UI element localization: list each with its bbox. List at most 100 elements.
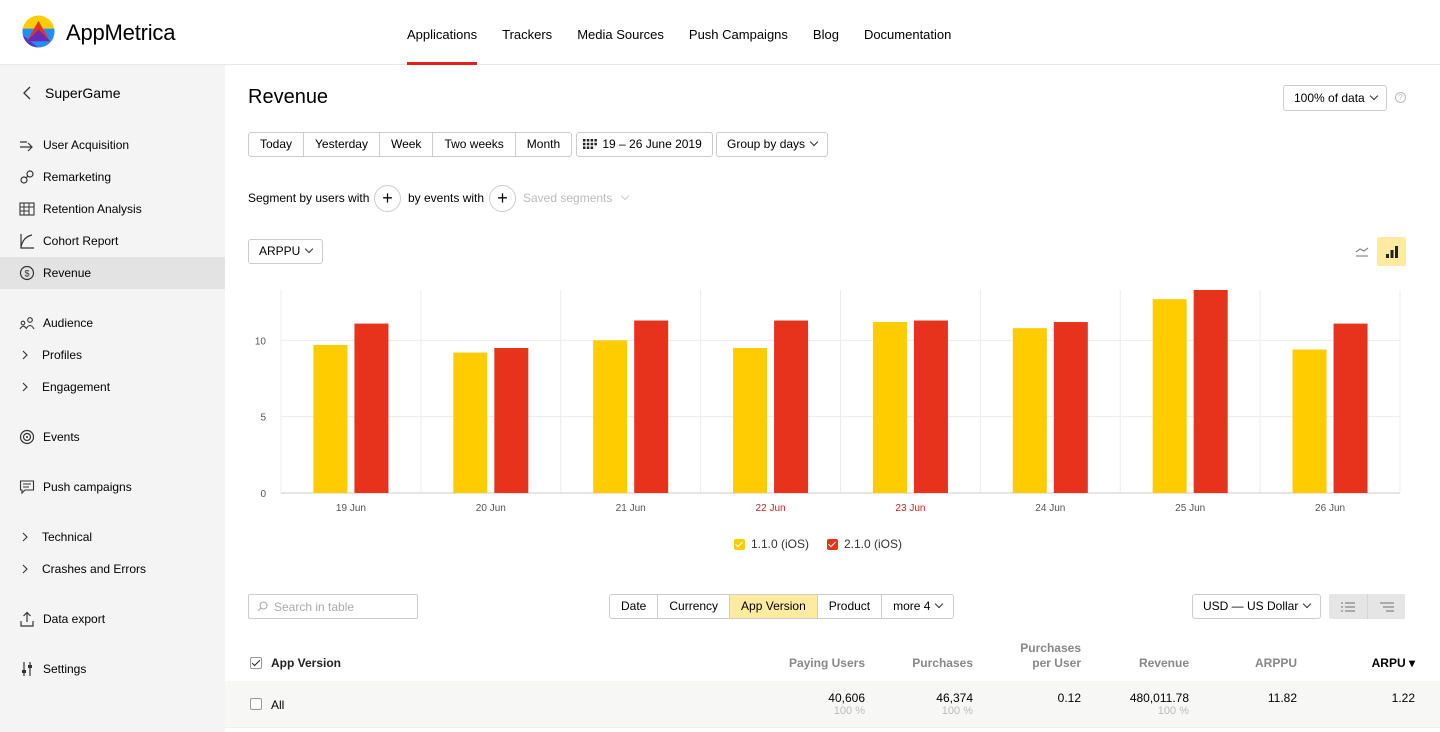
help-icon[interactable]: ? [1395,92,1406,103]
legend-item-series-2[interactable]: 2.1.0 (iOS) [827,537,902,551]
sidebar-item-remarketing[interactable]: Remarketing [0,161,225,193]
app-back-link[interactable]: SuperGame [18,83,120,103]
sidebar-item-events[interactable]: Events [0,421,225,453]
date-range-picker[interactable]: 19 – 26 June 2019 [576,132,713,157]
header-line: Purchases [1020,641,1081,655]
segment-users-label: Segment by users with [248,191,370,205]
bar-1 [1152,299,1187,493]
upload-icon [18,611,36,627]
column-header-purchases[interactable]: Purchases [912,656,973,670]
currency-dropdown[interactable]: USD — US Dollar [1192,594,1322,619]
cell-paying-users: 40,606 [828,691,865,705]
y-tick-label: 0 [260,489,266,500]
nav-applications[interactable]: Applications [396,0,488,65]
sidebar-item-cohort-report[interactable]: Cohort Report [0,225,225,257]
period-two-weeks[interactable]: Two weeks [433,133,516,156]
sidebar-item-engagement[interactable]: Engagement [0,371,225,403]
sliders-icon [18,661,36,677]
select-all-checkbox[interactable] [250,657,262,669]
bar-chart-toggle[interactable] [1377,237,1406,266]
sidebar-item-user-acquisition[interactable]: User Acquisition [0,129,225,161]
sidebar-item-settings[interactable]: Settings [0,653,225,685]
appmetrica-logo-icon[interactable] [22,15,55,48]
link-icon [18,169,36,185]
sidebar-item-technical[interactable]: Technical [0,521,225,553]
nav-media-sources[interactable]: Media Sources [577,27,664,42]
chevron-down-icon [809,137,819,147]
sidebar-item-label: Engagement [42,380,111,394]
dimension-date[interactable]: Date [610,595,659,618]
legend-item-series-1[interactable]: 1.1.0 (iOS) [734,537,809,551]
metric-dropdown[interactable]: ARPPU [248,239,324,264]
column-header-arpu[interactable]: ARPU ▾ [1371,656,1415,670]
row-checkbox[interactable] [250,698,262,710]
sidebar-item-push-campaigns[interactable]: Push campaigns [0,471,225,503]
period-month[interactable]: Month [526,137,561,151]
dimension-selector: Date Currency App Version Product more 4 [609,594,955,619]
bar-2 [1053,322,1088,493]
segment-events-label: by events with [408,191,485,205]
sidebar-item-label: Retention Analysis [43,202,142,216]
sidebar-item-label: Events [43,430,80,444]
table-search [248,594,418,619]
sidebar-item-label: Audience [43,316,94,330]
app-name: SuperGame [45,85,121,101]
data-sample-dropdown[interactable]: 100% of data [1283,85,1387,111]
nav-documentation[interactable]: Documentation [863,27,952,42]
dimension-currency[interactable]: Currency [658,595,731,618]
nav-push-campaigns[interactable]: Push Campaigns [688,27,788,42]
dollar-circle-icon: $ [18,265,36,281]
chevron-down-icon [621,191,630,201]
brand-name[interactable]: AppMetrica [66,20,176,45]
dimension-product[interactable]: Product [818,595,883,618]
sidebar-item-revenue[interactable]: $ Revenue [0,257,225,289]
bar-1 [1012,328,1047,493]
sidebar-item-data-export[interactable]: Data export [0,603,225,635]
column-header-purchases-per-user[interactable]: Purchases per User [1020,641,1081,671]
search-input[interactable] [274,599,414,614]
cell-purchases: 46,374 [936,691,973,705]
line-chart-toggle[interactable] [1347,237,1376,266]
cell-purchases-pct: 100 % [941,705,973,717]
table-row[interactable] [225,681,1440,728]
sidebar-item-audience[interactable]: Audience [0,307,225,339]
top-bar: AppMetrica Applications Trackers Media S… [0,0,1440,65]
add-event-segment-button[interactable]: + [489,185,516,212]
tree-list-icon [1379,601,1394,612]
cell-revenue: 480,011.78 [1129,691,1189,705]
dimension-more[interactable]: more 4 [882,595,953,618]
x-tick-label: 21 Jun [616,503,646,514]
sidebar-item-label: Settings [43,662,87,676]
nav-trackers[interactable]: Trackers [502,27,553,42]
flat-list-view-button[interactable] [1329,594,1367,619]
period-today[interactable]: Today [249,133,305,156]
sidebar-item-crashes-and-errors[interactable]: Crashes and Errors [0,553,225,585]
currency-label: USD — US Dollar [1203,599,1299,613]
sidebar-item-retention-analysis[interactable]: Retention Analysis [0,193,225,225]
row-label: All [271,698,285,712]
column-header-paying-users[interactable]: Paying Users [788,656,865,670]
period-week[interactable]: Week [380,133,434,156]
cell-revenue-pct: 100 % [1157,705,1189,717]
nav-blog[interactable]: Blog [812,27,839,42]
chevron-down-icon [935,599,944,609]
dimension-app-version[interactable]: App Version [730,595,818,618]
add-user-segment-button[interactable]: + [374,185,401,212]
group-by-dropdown[interactable]: Group by days [716,132,829,157]
legend-label: 2.1.0 (iOS) [844,537,903,551]
data-sample-label: 100% of data [1294,91,1365,105]
column-header-app-version[interactable]: App Version [271,656,342,670]
y-tick-label: 10 [255,336,267,347]
saved-segments-dropdown[interactable]: Saved segments [523,191,630,205]
period-yesterday[interactable]: Yesterday [304,133,380,156]
sidebar-item-profiles[interactable]: Profiles [0,339,225,371]
column-header-revenue[interactable]: Revenue [1138,656,1189,670]
column-header-arppu[interactable]: ARPPU [1254,656,1297,670]
sidebar-item-label: Cohort Report [43,234,119,248]
chevron-right-icon [20,379,30,395]
chevron-down-icon [305,244,314,254]
x-tick-label: 23 Jun [895,503,925,514]
x-tick-label: 19 Jun [336,503,366,514]
tree-view-button[interactable] [1367,594,1405,619]
search-icon [257,601,268,612]
